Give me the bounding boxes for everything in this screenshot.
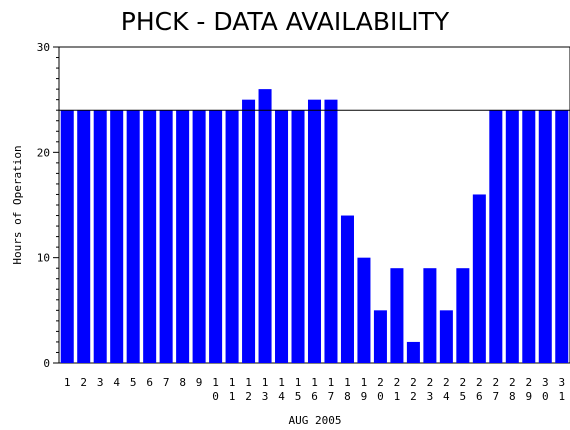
y-axis: 0 10 20 30	[37, 41, 59, 370]
bar-day-28	[505, 110, 519, 363]
bar-day-11	[225, 110, 239, 363]
x-tick-label-1: 1	[64, 376, 71, 389]
chart-title: PHCK - DATA AVAILABILITY	[121, 7, 450, 36]
bar-day-21	[390, 268, 404, 363]
y-tick-label: 30	[37, 41, 50, 54]
bar-day-6	[143, 110, 157, 363]
y-tick-label: 20	[37, 146, 50, 159]
bar-day-10	[209, 110, 223, 363]
bar-day-23	[423, 268, 437, 363]
bar-day-27	[489, 110, 503, 363]
bar-day-7	[159, 110, 173, 363]
bar-day-2	[77, 110, 91, 363]
bar-day-17	[324, 99, 338, 364]
bars	[60, 89, 569, 364]
bar-day-25	[456, 268, 470, 363]
x-axis-label: AUG 2005	[289, 414, 342, 427]
bar-day-12	[242, 99, 256, 364]
y-axis-label: Hours of Operation	[11, 145, 24, 264]
x-tick-label-6: 6	[146, 376, 153, 389]
bar-day-1	[60, 110, 74, 363]
x-axis: 1 2 3 4 5 6 7 8 9 1 01 11 21 31 41 51 61 71 81 92 02 12 22 32 42…	[64, 376, 565, 403]
bar-day-5	[126, 110, 140, 363]
x-tick-label-7: 7	[163, 376, 170, 389]
x-tick-label-3: 3	[97, 376, 104, 389]
bar-day-8	[176, 110, 190, 363]
bar-day-22	[406, 341, 420, 363]
y-tick-label: 0	[43, 357, 50, 370]
x-tick-label-8: 8	[179, 376, 186, 389]
bar-day-16	[307, 99, 322, 364]
bar-day-30	[538, 110, 552, 363]
x-tick-label-9: 9	[196, 376, 203, 389]
bar-day-3	[93, 110, 107, 363]
bar-day-29	[522, 110, 536, 363]
bar-day-4	[110, 110, 124, 363]
bar-day-19	[357, 257, 371, 363]
x-tick-label-5: 5	[130, 376, 137, 389]
bar-day-13	[258, 89, 272, 363]
x-tick-label-2: 2	[80, 376, 87, 389]
y-tick-label: 10	[37, 252, 50, 265]
bar-day-18	[340, 215, 354, 363]
bar-day-15	[291, 110, 305, 363]
bar-day-20	[373, 310, 387, 363]
bar-day-26	[472, 194, 486, 363]
bar-day-31	[555, 110, 569, 363]
bar-day-14	[275, 110, 289, 363]
bar-day-24	[439, 310, 453, 363]
bar-day-9	[192, 110, 206, 363]
x-tick-label-4: 4	[113, 376, 120, 389]
